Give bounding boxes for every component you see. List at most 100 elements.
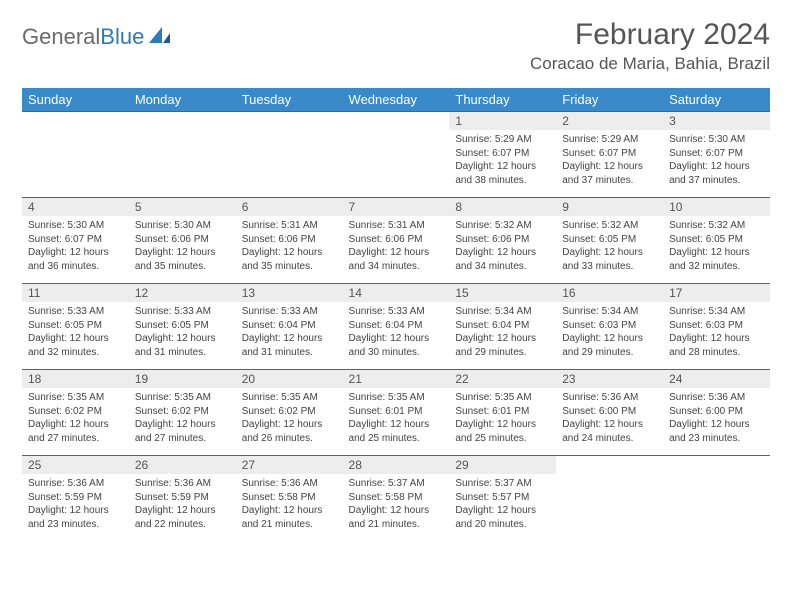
day-content: Sunrise: 5:29 AMSunset: 6:07 PMDaylight:… xyxy=(449,130,556,191)
day-number xyxy=(556,456,663,474)
day-line: and 23 minutes. xyxy=(669,432,764,446)
day-line: Daylight: 12 hours xyxy=(562,418,657,432)
brand-text: GeneralBlue xyxy=(22,24,144,50)
day-content: Sunrise: 5:35 AMSunset: 6:01 PMDaylight:… xyxy=(343,388,450,449)
calendar-row: 4Sunrise: 5:30 AMSunset: 6:07 PMDaylight… xyxy=(22,198,770,284)
day-line: Sunset: 6:02 PM xyxy=(242,405,337,419)
day-content: Sunrise: 5:32 AMSunset: 6:05 PMDaylight:… xyxy=(663,216,770,277)
day-line: Daylight: 12 hours xyxy=(455,332,550,346)
day-line: Sunrise: 5:37 AM xyxy=(349,477,444,491)
calendar-cell xyxy=(129,112,236,198)
day-line: Sunset: 6:07 PM xyxy=(669,147,764,161)
day-line: and 29 minutes. xyxy=(562,346,657,360)
calendar-cell xyxy=(343,112,450,198)
calendar-cell xyxy=(22,112,129,198)
day-line: Sunset: 6:05 PM xyxy=(135,319,230,333)
day-content xyxy=(129,130,236,137)
day-line: Daylight: 12 hours xyxy=(135,504,230,518)
day-line: and 38 minutes. xyxy=(455,174,550,188)
calendar-table: Sunday Monday Tuesday Wednesday Thursday… xyxy=(22,88,770,542)
day-line: Sunset: 6:04 PM xyxy=(349,319,444,333)
day-line: Sunset: 6:07 PM xyxy=(562,147,657,161)
day-line: Daylight: 12 hours xyxy=(349,332,444,346)
location-text: Coracao de Maria, Bahia, Brazil xyxy=(530,54,770,74)
calendar-cell: 18Sunrise: 5:35 AMSunset: 6:02 PMDayligh… xyxy=(22,370,129,456)
day-line: Sunset: 6:04 PM xyxy=(455,319,550,333)
day-content xyxy=(663,474,770,481)
calendar-cell: 4Sunrise: 5:30 AMSunset: 6:07 PMDaylight… xyxy=(22,198,129,284)
day-line: Sunrise: 5:32 AM xyxy=(669,219,764,233)
day-line: Daylight: 12 hours xyxy=(669,160,764,174)
day-line: Sunrise: 5:36 AM xyxy=(28,477,123,491)
day-number xyxy=(236,112,343,130)
day-line: Sunrise: 5:33 AM xyxy=(349,305,444,319)
day-line: Sunrise: 5:32 AM xyxy=(455,219,550,233)
day-line: Sunset: 6:00 PM xyxy=(562,405,657,419)
day-content: Sunrise: 5:34 AMSunset: 6:03 PMDaylight:… xyxy=(663,302,770,363)
day-line: and 35 minutes. xyxy=(135,260,230,274)
calendar-cell: 29Sunrise: 5:37 AMSunset: 5:57 PMDayligh… xyxy=(449,456,556,542)
day-number: 7 xyxy=(343,198,450,216)
day-content: Sunrise: 5:29 AMSunset: 6:07 PMDaylight:… xyxy=(556,130,663,191)
day-number: 1 xyxy=(449,112,556,130)
day-line: Sunset: 6:00 PM xyxy=(669,405,764,419)
day-line: Daylight: 12 hours xyxy=(669,246,764,260)
day-line: Daylight: 12 hours xyxy=(562,160,657,174)
day-line: Sunrise: 5:29 AM xyxy=(455,133,550,147)
brand-word2: Blue xyxy=(100,24,144,49)
col-thursday: Thursday xyxy=(449,88,556,112)
day-content: Sunrise: 5:33 AMSunset: 6:05 PMDaylight:… xyxy=(129,302,236,363)
day-line: Daylight: 12 hours xyxy=(455,246,550,260)
day-line: Daylight: 12 hours xyxy=(455,160,550,174)
day-content xyxy=(22,130,129,137)
day-line: Daylight: 12 hours xyxy=(242,418,337,432)
day-content: Sunrise: 5:34 AMSunset: 6:04 PMDaylight:… xyxy=(449,302,556,363)
day-line: Sunrise: 5:35 AM xyxy=(242,391,337,405)
calendar-cell: 19Sunrise: 5:35 AMSunset: 6:02 PMDayligh… xyxy=(129,370,236,456)
day-line: and 35 minutes. xyxy=(242,260,337,274)
day-content: Sunrise: 5:31 AMSunset: 6:06 PMDaylight:… xyxy=(343,216,450,277)
day-line: and 25 minutes. xyxy=(455,432,550,446)
calendar-cell: 28Sunrise: 5:37 AMSunset: 5:58 PMDayligh… xyxy=(343,456,450,542)
day-line: and 22 minutes. xyxy=(135,518,230,532)
calendar-cell: 10Sunrise: 5:32 AMSunset: 6:05 PMDayligh… xyxy=(663,198,770,284)
day-line: Sunset: 6:06 PM xyxy=(349,233,444,247)
day-number: 20 xyxy=(236,370,343,388)
day-line: Sunrise: 5:36 AM xyxy=(562,391,657,405)
calendar-cell: 17Sunrise: 5:34 AMSunset: 6:03 PMDayligh… xyxy=(663,284,770,370)
brand-logo: GeneralBlue xyxy=(22,18,174,50)
calendar-row: 1Sunrise: 5:29 AMSunset: 6:07 PMDaylight… xyxy=(22,112,770,198)
day-line: and 31 minutes. xyxy=(242,346,337,360)
day-line: Sunset: 6:07 PM xyxy=(28,233,123,247)
day-line: and 25 minutes. xyxy=(349,432,444,446)
day-content: Sunrise: 5:32 AMSunset: 6:05 PMDaylight:… xyxy=(556,216,663,277)
calendar-cell: 24Sunrise: 5:36 AMSunset: 6:00 PMDayligh… xyxy=(663,370,770,456)
day-line: Sunrise: 5:30 AM xyxy=(135,219,230,233)
col-friday: Friday xyxy=(556,88,663,112)
calendar-cell: 11Sunrise: 5:33 AMSunset: 6:05 PMDayligh… xyxy=(22,284,129,370)
day-content: Sunrise: 5:34 AMSunset: 6:03 PMDaylight:… xyxy=(556,302,663,363)
day-content: Sunrise: 5:36 AMSunset: 5:59 PMDaylight:… xyxy=(129,474,236,535)
day-line: Daylight: 12 hours xyxy=(349,246,444,260)
day-line: and 32 minutes. xyxy=(669,260,764,274)
day-line: Sunset: 6:02 PM xyxy=(135,405,230,419)
day-number: 3 xyxy=(663,112,770,130)
day-content: Sunrise: 5:30 AMSunset: 6:07 PMDaylight:… xyxy=(663,130,770,191)
day-number: 24 xyxy=(663,370,770,388)
day-number: 25 xyxy=(22,456,129,474)
day-line: Sunset: 6:03 PM xyxy=(562,319,657,333)
day-content xyxy=(556,474,663,481)
day-content: Sunrise: 5:30 AMSunset: 6:07 PMDaylight:… xyxy=(22,216,129,277)
day-number xyxy=(22,112,129,130)
day-line: and 24 minutes. xyxy=(562,432,657,446)
sail-icon xyxy=(148,25,174,50)
day-line: Daylight: 12 hours xyxy=(455,418,550,432)
day-line: and 31 minutes. xyxy=(135,346,230,360)
day-line: Sunrise: 5:31 AM xyxy=(242,219,337,233)
day-content: Sunrise: 5:37 AMSunset: 5:57 PMDaylight:… xyxy=(449,474,556,535)
day-line: Daylight: 12 hours xyxy=(135,246,230,260)
day-number: 28 xyxy=(343,456,450,474)
day-line: Sunrise: 5:35 AM xyxy=(135,391,230,405)
day-line: Sunset: 5:59 PM xyxy=(135,491,230,505)
day-number xyxy=(663,456,770,474)
